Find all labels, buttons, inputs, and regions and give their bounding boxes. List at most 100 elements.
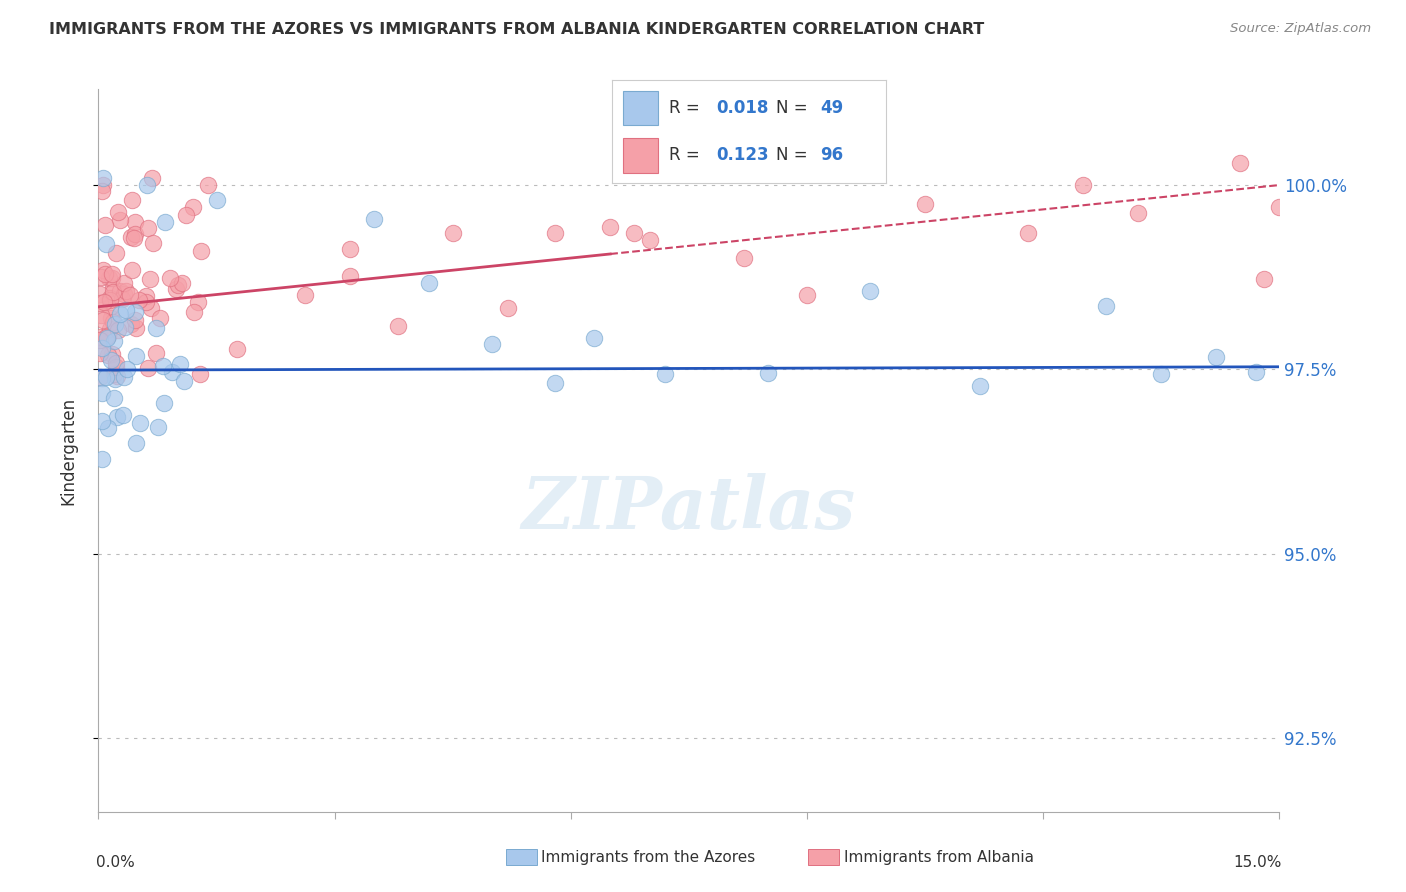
Point — [124, 227, 146, 241]
Point — [105, 368, 128, 383]
Point — [91, 313, 114, 327]
Point — [1150, 368, 1173, 382]
FancyBboxPatch shape — [623, 91, 658, 126]
Point — [124, 321, 146, 335]
Point — [112, 369, 135, 384]
Point — [638, 233, 661, 247]
Point — [120, 229, 142, 244]
Text: Immigrants from the Azores: Immigrants from the Azores — [541, 850, 755, 864]
Point — [107, 205, 129, 219]
Text: 0.123: 0.123 — [716, 146, 769, 164]
Point — [160, 365, 183, 379]
Point — [139, 301, 162, 315]
Point — [339, 242, 361, 256]
Point — [152, 359, 174, 374]
Point — [418, 276, 440, 290]
Point — [1017, 227, 1039, 241]
Point — [146, 419, 169, 434]
Point — [1229, 156, 1251, 170]
Point — [197, 178, 219, 192]
Point — [97, 329, 120, 343]
Point — [103, 391, 125, 405]
Point — [145, 346, 167, 360]
Point — [139, 272, 162, 286]
Point — [136, 178, 159, 192]
Point — [111, 292, 134, 306]
Point — [153, 215, 176, 229]
Point — [1071, 178, 1094, 192]
Point — [91, 262, 114, 277]
Point — [165, 282, 187, 296]
Point — [129, 416, 152, 430]
Point — [110, 213, 132, 227]
Point — [205, 193, 228, 207]
Point — [98, 291, 121, 305]
Point — [141, 170, 163, 185]
Text: 0.0%: 0.0% — [96, 855, 135, 870]
Point — [756, 366, 779, 380]
Point — [91, 371, 114, 385]
Text: IMMIGRANTS FROM THE AZORES VS IMMIGRANTS FROM ALBANIA KINDERGARTEN CORRELATION C: IMMIGRANTS FROM THE AZORES VS IMMIGRANTS… — [49, 22, 984, 37]
Point — [1205, 350, 1227, 364]
Point — [93, 267, 115, 281]
Point — [387, 318, 409, 333]
Point — [112, 287, 135, 301]
Point — [124, 312, 146, 326]
Point — [104, 317, 127, 331]
Point — [121, 193, 143, 207]
Point — [101, 281, 124, 295]
Point — [225, 342, 247, 356]
Point — [149, 311, 172, 326]
Point — [496, 301, 519, 315]
Point — [103, 334, 125, 349]
Point — [89, 333, 111, 347]
Point — [104, 372, 127, 386]
Point — [124, 305, 146, 319]
Point — [104, 245, 127, 260]
Point — [654, 367, 676, 381]
Point — [183, 305, 205, 319]
Point — [114, 320, 136, 334]
Point — [169, 357, 191, 371]
Point — [112, 277, 135, 291]
Point — [96, 421, 118, 435]
Text: 49: 49 — [820, 99, 844, 117]
Point — [96, 370, 118, 384]
Point — [108, 307, 131, 321]
Point — [159, 271, 181, 285]
Point — [190, 244, 212, 258]
Text: ZIPatlas: ZIPatlas — [522, 473, 856, 544]
Point — [363, 212, 385, 227]
Point — [101, 271, 124, 285]
Point — [94, 218, 117, 232]
Point — [91, 452, 114, 467]
Point — [145, 321, 167, 335]
Point — [90, 308, 112, 322]
Point — [96, 331, 118, 345]
Point — [796, 288, 818, 302]
Text: Source: ZipAtlas.com: Source: ZipAtlas.com — [1230, 22, 1371, 36]
Point — [339, 268, 361, 283]
Point — [91, 178, 114, 192]
Text: R =: R = — [669, 146, 706, 164]
Text: N =: N = — [776, 99, 813, 117]
Point — [115, 303, 138, 318]
Text: N =: N = — [776, 146, 813, 164]
Y-axis label: Kindergarten: Kindergarten — [59, 396, 77, 505]
Point — [89, 287, 111, 301]
Point — [583, 331, 606, 345]
Point — [100, 311, 122, 326]
FancyBboxPatch shape — [623, 137, 658, 173]
Point — [98, 293, 121, 307]
Point — [118, 288, 141, 302]
Point — [103, 367, 125, 381]
Text: 96: 96 — [820, 146, 844, 164]
Point — [107, 323, 129, 337]
Point — [93, 295, 115, 310]
Point — [114, 285, 136, 299]
Point — [1095, 299, 1118, 313]
Point — [89, 346, 111, 360]
Point — [128, 293, 150, 307]
Point — [101, 267, 124, 281]
Point — [153, 396, 176, 410]
